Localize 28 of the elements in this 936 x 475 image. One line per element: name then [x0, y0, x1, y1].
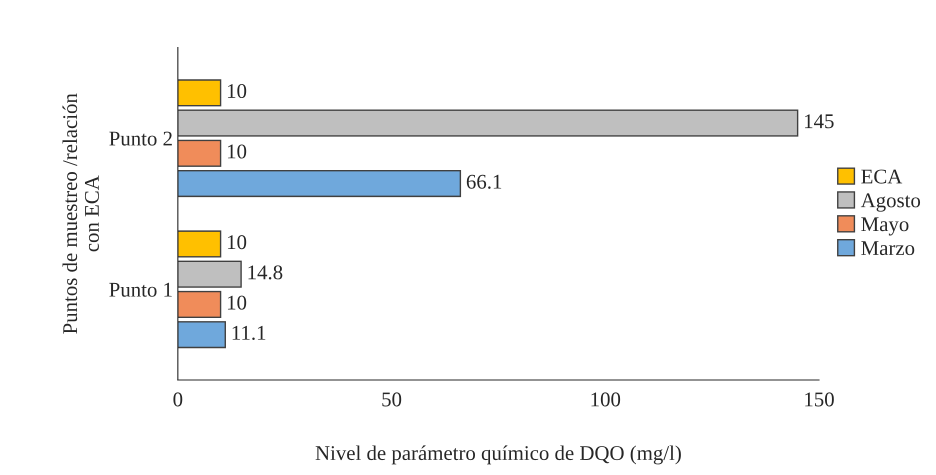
data-label: 10 [228, 84, 246, 98]
data-label: 14.8 [248, 265, 282, 280]
x-tick-label: 0 [173, 392, 182, 406]
data-label: 10 [228, 235, 246, 250]
bar [178, 110, 798, 137]
data-label: 10 [228, 144, 246, 159]
x-tick-label: 100 [591, 392, 620, 406]
bar [178, 140, 222, 167]
bar [178, 290, 222, 318]
bar [178, 230, 222, 258]
x-axis-title: Nivel de parámetro químico de DQO (mg/l) [316, 445, 681, 464]
x-tick-label: 150 [805, 392, 834, 406]
y-tick-label: Punto 1 [109, 282, 172, 297]
legend-label: Marzo [861, 241, 914, 256]
bar [178, 170, 462, 198]
data-label: 10 [228, 296, 246, 310]
legend-label: Agosto [860, 193, 920, 212]
x-tick-label: 50 [382, 392, 402, 406]
data-label: 66.1 [466, 174, 502, 189]
bar [178, 79, 222, 106]
bar [178, 321, 226, 348]
y-axis-title: Puntos de muestreo /relación con ECA [62, 93, 99, 334]
legend-label: ECA [861, 170, 902, 184]
data-label: 145 [805, 114, 834, 128]
bar [178, 260, 242, 288]
y-tick-label: Punto 2 [109, 132, 172, 146]
data-label: 11.1 [232, 326, 266, 340]
legend-label: Mayo [861, 217, 908, 236]
